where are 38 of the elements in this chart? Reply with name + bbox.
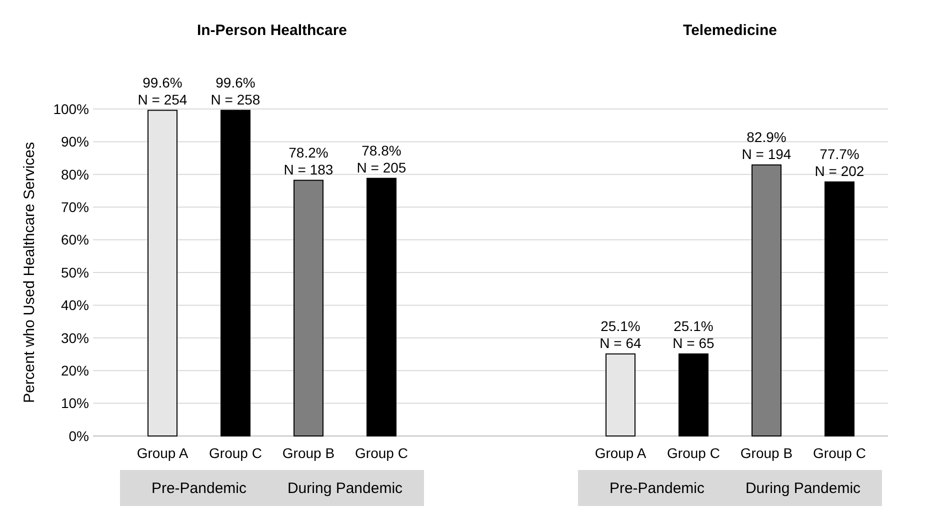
x-tick-label: Group A: [594, 445, 647, 461]
data-label: 25.1% N = 65: [672, 318, 715, 351]
x-tick-label: Group A: [136, 445, 189, 461]
x-tick-label: Group C: [813, 445, 866, 461]
bar: [366, 178, 396, 436]
data-label: 77.7% N = 202: [814, 146, 864, 179]
text: During Pandemic: [287, 480, 404, 497]
chart-title: In-Person Healthcare: [196, 22, 348, 39]
y-tick-label: 70%: [60, 199, 89, 215]
bar: [294, 180, 324, 436]
chart-title: Telemedicine: [683, 22, 777, 39]
y-tick-label: 20%: [60, 362, 89, 378]
data-label: 25.1% N = 64: [600, 318, 642, 351]
y-tick-label: 10%: [60, 395, 89, 412]
x-tick-label: Group C: [667, 445, 720, 461]
x-tick-label: Group B: [740, 445, 793, 461]
x-tick-label: Group B: [282, 445, 335, 461]
text: Pre-Pandemic: [609, 480, 706, 497]
y-tick-label: 50%: [60, 264, 89, 280]
y-tick-label: 100%: [53, 100, 89, 117]
data-label: 99.6% N = 254: [138, 74, 188, 108]
y-tick-label: 0%: [68, 428, 89, 444]
x-tick-label: Group C: [209, 445, 262, 461]
data-label: 99.6% N = 258: [210, 74, 260, 108]
data-label: 82.9% N = 194: [742, 128, 792, 162]
data-label: 78.2% N = 183: [284, 144, 334, 178]
y-tick-label: 60%: [60, 232, 89, 248]
data-label: 78.8% N = 205: [356, 142, 406, 176]
text: During Pandemic: [745, 480, 862, 497]
bar: [220, 110, 250, 436]
text: Pre-Pandemic: [151, 480, 248, 497]
y-tick-label: 40%: [60, 297, 89, 314]
x-tick-label: Group C: [355, 445, 408, 461]
y-tick-label: 30%: [60, 330, 89, 346]
bar: [148, 110, 178, 436]
y-tick-label: 90%: [60, 134, 89, 150]
y-tick-label: 80%: [60, 166, 89, 182]
y-axis-title: Percent who Used Healthcare Services: [21, 142, 38, 403]
